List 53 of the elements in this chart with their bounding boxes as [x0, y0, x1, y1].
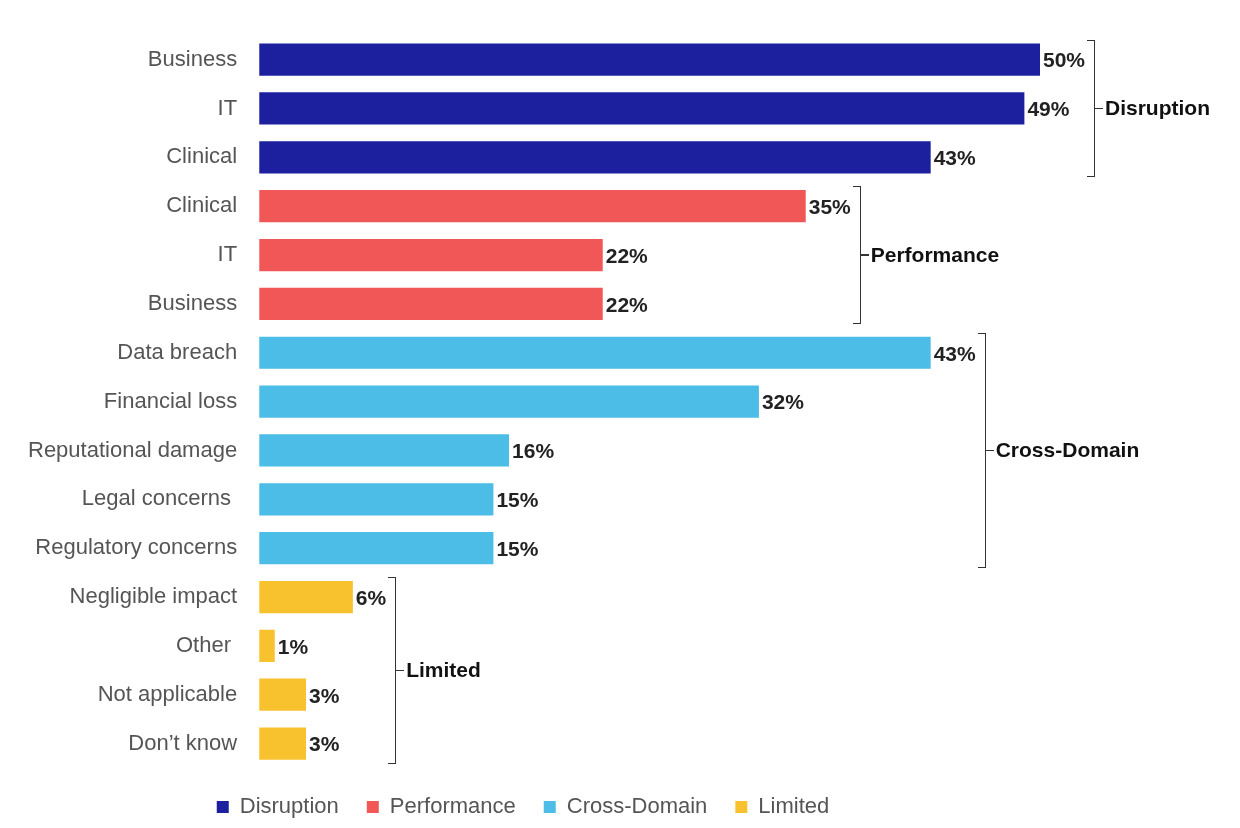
y-tick-label: Clinical: [166, 192, 238, 218]
bar: [259, 434, 510, 467]
legend-label: Disruption: [239, 793, 339, 819]
legend-label: Performance: [389, 793, 516, 819]
data-label: 22%: [605, 292, 649, 316]
bar: [259, 336, 931, 369]
bar: [259, 483, 494, 516]
y-tick-label: Not applicable: [97, 680, 238, 706]
bar: [259, 43, 1040, 76]
bar: [259, 287, 603, 321]
data-label: 1%: [277, 634, 309, 658]
data-label: 6%: [355, 585, 387, 609]
data-label: 32%: [761, 390, 805, 414]
data-label: 16%: [512, 439, 555, 463]
y-tick-label: Regulatory concerns: [35, 534, 238, 560]
data-label: 3%: [309, 732, 340, 756]
y-tick-label: Financial loss: [103, 387, 238, 413]
bar: [259, 629, 275, 662]
bar: [259, 238, 603, 272]
data-label: 15%: [496, 488, 539, 512]
bar: [259, 580, 353, 614]
data-label: 22%: [605, 243, 649, 267]
bar: [259, 190, 806, 223]
legend-label: Limited: [758, 793, 830, 819]
y-tick-label: Data breach: [117, 338, 238, 364]
y-tick-label: IT: [217, 241, 238, 267]
y-tick-label: Reputational damage: [27, 436, 238, 462]
y-tick-label: Legal concerns: [81, 485, 238, 511]
y-tick-label: Business: [147, 45, 238, 71]
bar: [259, 385, 759, 418]
y-tick-label: Other: [176, 631, 238, 657]
data-label: 15%: [496, 536, 539, 560]
legend-label: Cross-Domain: [566, 793, 708, 819]
data-label: 35%: [808, 194, 852, 218]
data-label: 43%: [933, 146, 977, 170]
y-tick-label: IT: [217, 94, 238, 120]
data-label: 43%: [933, 341, 977, 365]
data-label: 50%: [1043, 48, 1086, 72]
text: Disruption: [1105, 96, 1211, 121]
annotation: Limited: [406, 658, 481, 683]
data-label: 49%: [1027, 97, 1070, 121]
bar: [259, 92, 1025, 125]
y-tick-label: Don’t know: [128, 729, 238, 755]
bar: [259, 678, 306, 711]
data-label: 3%: [309, 683, 340, 707]
y-tick-label: Negligible impact: [69, 583, 238, 609]
bar: [259, 532, 494, 565]
y-tick-label: Clinical: [166, 143, 238, 169]
annotation: Cross-Domain: [995, 438, 1140, 463]
annotation: Performance: [870, 243, 1000, 268]
bar: [259, 727, 306, 760]
bar: [259, 141, 931, 174]
y-tick-label: Business: [147, 289, 238, 315]
